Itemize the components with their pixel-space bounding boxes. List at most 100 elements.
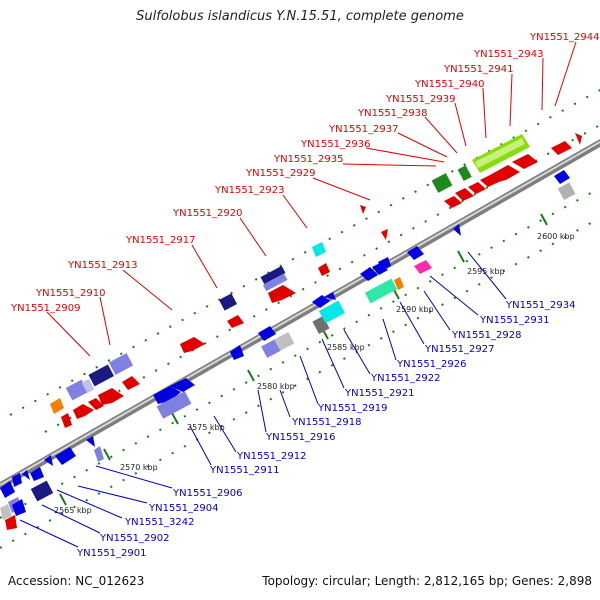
leader — [189, 425, 212, 466]
scale-label: 2575 kbp — [187, 423, 225, 432]
gene-reverse — [453, 224, 461, 236]
gene-forward — [108, 353, 134, 375]
gene-label: YN1551_2937 — [328, 124, 399, 135]
scale-label: 2585 kbp — [327, 343, 365, 352]
leader — [454, 102, 467, 147]
gene-reverse — [30, 480, 54, 502]
gene-forward — [219, 293, 237, 311]
gene-forward — [262, 273, 288, 292]
gene-forward — [431, 173, 453, 193]
gene-forward — [122, 376, 140, 390]
gene-forward — [455, 188, 474, 201]
genome-backbone — [0, 139, 600, 490]
figure-title: Sulfolobus islandicus Y.N.15.51, complet… — [136, 9, 464, 24]
gene-label: YN1551_2935 — [273, 154, 344, 165]
gene-reverse — [0, 504, 12, 520]
gene-reverse — [0, 481, 15, 498]
scale-label: 2570 kbp — [120, 463, 158, 472]
forward-labels: YN1551_2909 YN1551_2910 YN1551_2913 YN15… — [10, 32, 600, 314]
gene-forward — [360, 205, 366, 214]
gene-forward — [88, 364, 114, 387]
gene-reverse — [94, 446, 104, 462]
leader — [365, 147, 445, 163]
gene-label: YN1551_2911 — [209, 465, 280, 476]
leader — [299, 355, 319, 405]
scale-labels: 2565 kbp 2570 kbp 2575 kbp 2580 kbp 2585… — [54, 232, 575, 515]
leader — [399, 301, 425, 345]
guide-outer-2 — [9, 89, 600, 416]
gene-label: YN1551_2944 — [529, 32, 600, 43]
length-value: 2,812,165 bp — [423, 574, 504, 588]
gene-forward — [512, 154, 538, 169]
leader — [312, 177, 371, 201]
reverse-leaders — [19, 251, 507, 548]
scale-label: 2595 kbp — [467, 267, 505, 276]
gene-forward — [98, 388, 124, 405]
gene-label: YN1551_2910 — [35, 288, 106, 299]
separator: ; — [366, 574, 371, 588]
gene-label: YN1551_2936 — [300, 139, 371, 150]
gene-reverse — [55, 447, 76, 465]
scale-label: 2580 kbp — [257, 382, 295, 391]
gene-label: YN1551_2931 — [479, 315, 550, 326]
gene-forward — [260, 265, 286, 285]
gene-forward — [575, 133, 582, 145]
leader — [343, 329, 371, 375]
gene-label: YN1551_2939 — [385, 94, 456, 105]
gene-reverse — [153, 386, 181, 404]
genome-summary: Topology: circular; Length: 2,812,165 bp… — [262, 574, 592, 588]
track-guides — [0, 89, 600, 549]
leader — [56, 489, 123, 519]
gene-label: YN1551_2909 — [10, 303, 81, 314]
leader — [321, 338, 345, 389]
gene-label: YN1551_2918 — [291, 417, 362, 428]
gene-reverse — [414, 260, 432, 274]
gene-label: YN1551_2916 — [265, 432, 336, 443]
scale-label: 2565 kbp — [54, 506, 92, 515]
gene-reverse — [230, 345, 244, 360]
gene-reverse — [261, 338, 282, 358]
gene-reverse — [364, 278, 398, 304]
gene-label: YN1551_2934 — [505, 300, 576, 311]
gene-forward — [227, 315, 244, 328]
length-label: Length: — [374, 574, 421, 588]
gene-reverse — [44, 455, 53, 466]
tick-2595 — [457, 250, 465, 263]
gene-forward — [468, 182, 486, 194]
leader — [41, 504, 101, 534]
leader — [509, 73, 513, 127]
gene-forward — [180, 337, 205, 353]
gene-forward — [268, 285, 296, 303]
gene-reverse — [394, 277, 404, 290]
accession-value: NC_012623 — [75, 574, 145, 588]
gene-reverse — [312, 295, 330, 308]
forward-genes — [5, 133, 582, 530]
leader — [257, 389, 267, 433]
leader — [423, 290, 451, 331]
gene-reverse — [156, 391, 192, 419]
leader — [342, 163, 437, 167]
tick-2575 — [171, 412, 179, 425]
gene-forward — [444, 196, 462, 208]
guide-inner-1 — [0, 187, 600, 519]
gene-label: YN1551_2920 — [172, 208, 243, 219]
scale-label: 2590 kbp — [396, 305, 434, 314]
gene-label: YN1551_2906 — [172, 488, 243, 499]
gene-label: YN1551_2923 — [214, 185, 285, 196]
genes-value: 2,898 — [557, 574, 592, 588]
leader — [467, 251, 507, 300]
gene-forward — [490, 165, 520, 183]
gene-forward — [50, 398, 64, 414]
reverse-labels: YN1551_2901 YN1551_2902 YN1551_3242 YN15… — [76, 300, 576, 559]
gene-reverse — [86, 436, 95, 447]
gene-reverse — [30, 467, 44, 481]
gene-reverse — [360, 267, 378, 281]
gene-forward — [81, 378, 95, 394]
gene-forward — [318, 263, 330, 276]
tick-2580 — [247, 369, 255, 382]
reverse-genes — [0, 170, 576, 520]
leader — [397, 132, 448, 158]
gene-forward — [88, 398, 104, 410]
leader — [282, 194, 308, 229]
